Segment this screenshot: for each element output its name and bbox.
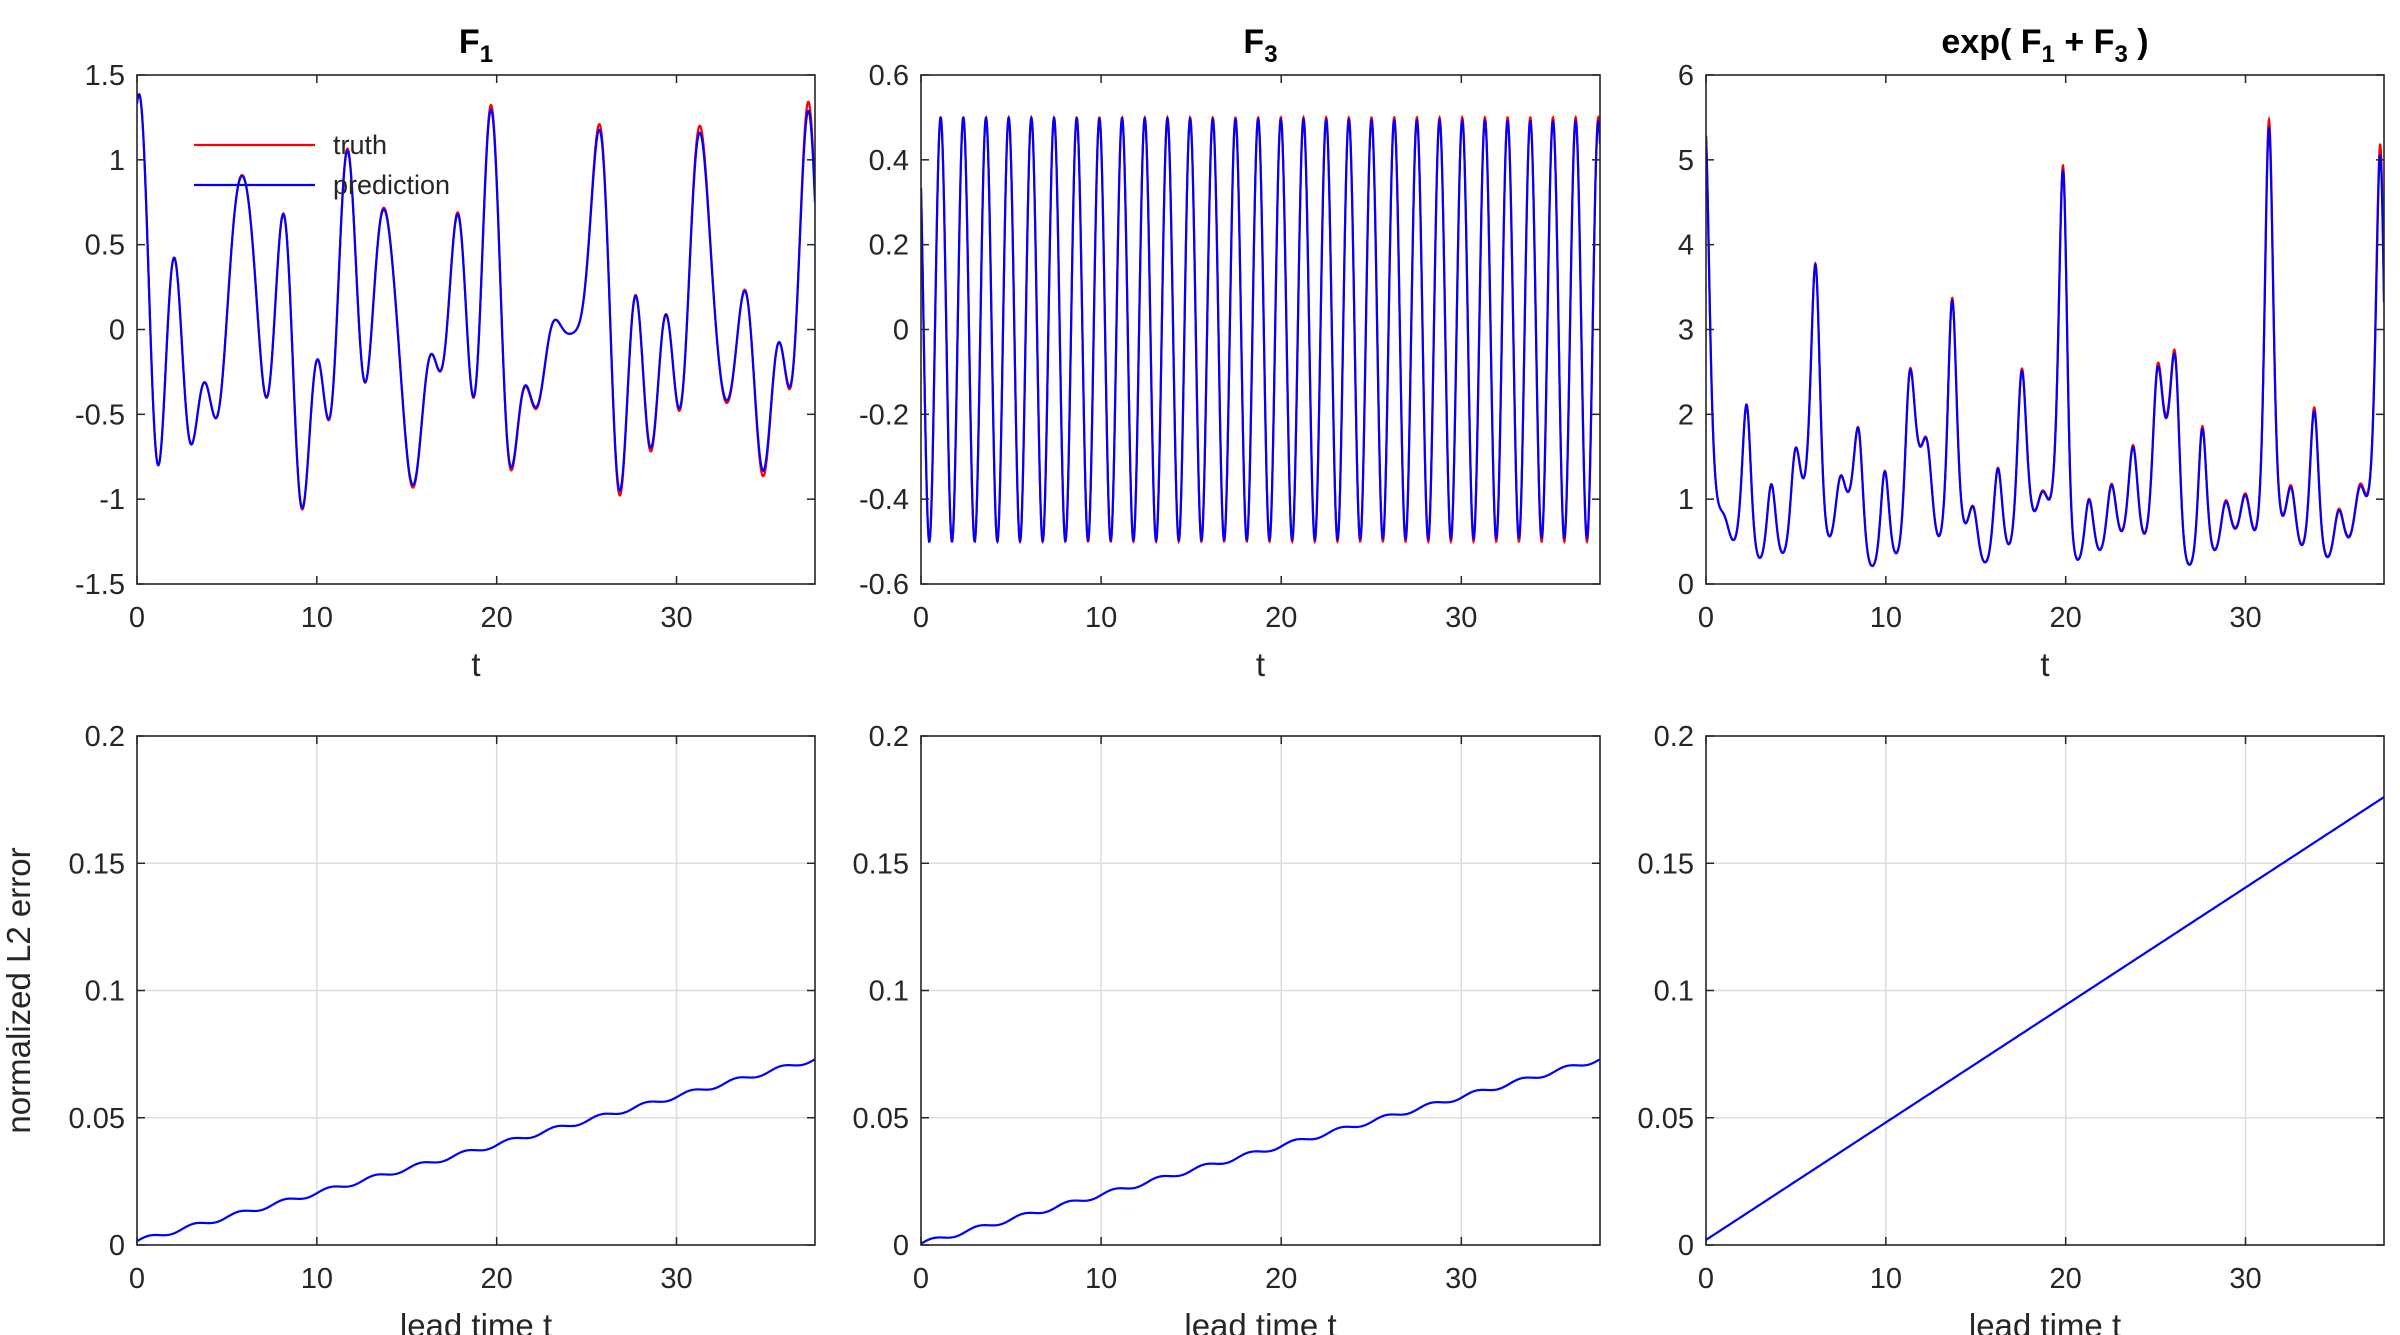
series-line-prediction xyxy=(921,115,1600,544)
y-tick-label: -1.5 xyxy=(75,569,125,601)
y-tick-label: 0.2 xyxy=(85,721,125,753)
y-tick-label: 0.15 xyxy=(853,848,909,880)
x-axis-label: lead time t xyxy=(400,1307,552,1335)
series-line-prediction xyxy=(137,93,815,510)
y-tick-label: 0.15 xyxy=(69,848,125,880)
x-tick-label: 10 xyxy=(301,602,333,634)
y-tick-label: 0.15 xyxy=(1638,848,1694,880)
y-tick-label: 1 xyxy=(109,145,125,177)
x-tick-label: 10 xyxy=(1870,602,1902,634)
title-text: F xyxy=(459,23,480,61)
y-tick-label: 3 xyxy=(1678,315,1694,347)
y-tick-label: 0 xyxy=(1678,569,1694,601)
legend-label: prediction xyxy=(333,170,450,200)
series-line-error xyxy=(137,1058,815,1243)
title-text: + F xyxy=(2055,23,2115,61)
y-tick-label: 0.1 xyxy=(85,976,125,1008)
x-tick-label: 0 xyxy=(129,602,145,634)
x-axis-label: lead time t xyxy=(1184,1307,1336,1335)
x-tick-label: 20 xyxy=(2050,602,2082,634)
x-tick-label: 30 xyxy=(660,1263,692,1295)
x-tick-label: 30 xyxy=(2229,602,2261,634)
y-tick-label: 1 xyxy=(1678,484,1694,516)
chart-title: F1 xyxy=(459,23,493,68)
title-text: exp( F xyxy=(1941,23,2041,61)
x-tick-label: 30 xyxy=(2229,1263,2261,1295)
axes-box xyxy=(1705,74,2385,585)
y-tick-label: 0.2 xyxy=(1654,721,1694,753)
x-tick-label: 30 xyxy=(1445,1263,1477,1295)
series-line-truth xyxy=(1706,115,2384,568)
legend-label: truth xyxy=(333,130,387,160)
x-axis-label: t xyxy=(2040,646,2049,683)
title-subscript: 3 xyxy=(2114,41,2127,68)
x-axis-label: t xyxy=(1256,646,1265,683)
y-tick-label: 0.2 xyxy=(869,230,909,262)
y-tick-label: -0.2 xyxy=(859,399,909,431)
y-tick-label: 0.05 xyxy=(853,1103,909,1135)
legend: truth prediction xyxy=(194,130,450,200)
y-tick-label: -0.5 xyxy=(75,399,125,431)
y-tick-label: 0.05 xyxy=(69,1103,125,1135)
y-tick-label: -0.4 xyxy=(859,484,909,516)
title-text: F xyxy=(1243,23,1264,61)
x-tick-label: 20 xyxy=(481,602,513,634)
title-text: ) xyxy=(2128,23,2149,61)
chart-title: F3 xyxy=(1243,23,1277,68)
x-tick-label: 0 xyxy=(129,1263,145,1295)
title-subscript: 1 xyxy=(2042,41,2055,68)
x-tick-label: 10 xyxy=(1870,1263,1902,1295)
x-tick-label: 0 xyxy=(913,1263,929,1295)
x-tick-label: 30 xyxy=(660,602,692,634)
y-tick-label: 1.5 xyxy=(85,60,125,92)
y-tick-label: 4 xyxy=(1678,230,1694,262)
y-tick-label: 0.05 xyxy=(1638,1103,1694,1135)
y-tick-label: 0 xyxy=(109,1230,125,1262)
x-tick-label: 0 xyxy=(1698,1263,1714,1295)
x-tick-label: 10 xyxy=(301,1263,333,1295)
y-tick-label: 0.6 xyxy=(869,60,909,92)
y-tick-label: 0.4 xyxy=(869,145,909,177)
y-tick-label: 0 xyxy=(1678,1230,1694,1262)
y-tick-label: 5 xyxy=(1678,145,1694,177)
axes-box xyxy=(136,74,816,585)
y-axis-label: normalized L2 error xyxy=(0,847,37,1133)
x-tick-label: 30 xyxy=(1445,602,1477,634)
y-tick-label: 0 xyxy=(893,315,909,347)
series-line-prediction xyxy=(1706,124,2384,568)
y-tick-label: 0.1 xyxy=(869,976,909,1008)
y-tick-label: 0 xyxy=(893,1230,909,1262)
series-line-error xyxy=(1706,796,2384,1241)
x-tick-label: 20 xyxy=(2050,1263,2082,1295)
y-tick-label: 0.1 xyxy=(1654,976,1694,1008)
x-tick-label: 10 xyxy=(1085,602,1117,634)
y-tick-label: 0.5 xyxy=(85,230,125,262)
x-tick-label: 20 xyxy=(1265,1263,1297,1295)
title-subscript: 1 xyxy=(480,41,493,68)
y-tick-label: 2 xyxy=(1678,399,1694,431)
x-tick-label: 20 xyxy=(1265,602,1297,634)
y-tick-label: 0 xyxy=(109,315,125,347)
y-tick-label: -1 xyxy=(99,484,125,516)
panel-exp-error: 0 10 20 30 0 0.05 0.1 0.15 0.2 lead time t xyxy=(1638,721,2385,1335)
panel-f3: 0 10 20 30 -0.6 -0.4 -0.2 0 0.2 0.4 0.6 t F3 xyxy=(859,23,1601,683)
panel-f1-error: 0 10 20 30 0 0.05 0.1 0.15 0.2 lead time t normali… xyxy=(0,721,816,1335)
chart-title: exp( F1 + F3 ) xyxy=(1941,23,2148,68)
x-axis-label: lead time t xyxy=(1969,1307,2121,1335)
series-line-error xyxy=(921,1058,1600,1245)
x-tick-label: 0 xyxy=(1698,602,1714,634)
x-tick-label: 10 xyxy=(1085,1263,1117,1295)
y-tick-label: 6 xyxy=(1678,60,1694,92)
x-tick-label: 20 xyxy=(481,1263,513,1295)
x-axis-label: t xyxy=(471,646,480,683)
panel-f3-error: 0 10 20 30 0 0.05 0.1 0.15 0.2 lead time t xyxy=(853,721,1601,1335)
y-tick-label: 0.2 xyxy=(869,721,909,753)
title-subscript: 3 xyxy=(1264,41,1277,68)
y-tick-label: -0.6 xyxy=(859,569,909,601)
x-tick-label: 0 xyxy=(913,602,929,634)
